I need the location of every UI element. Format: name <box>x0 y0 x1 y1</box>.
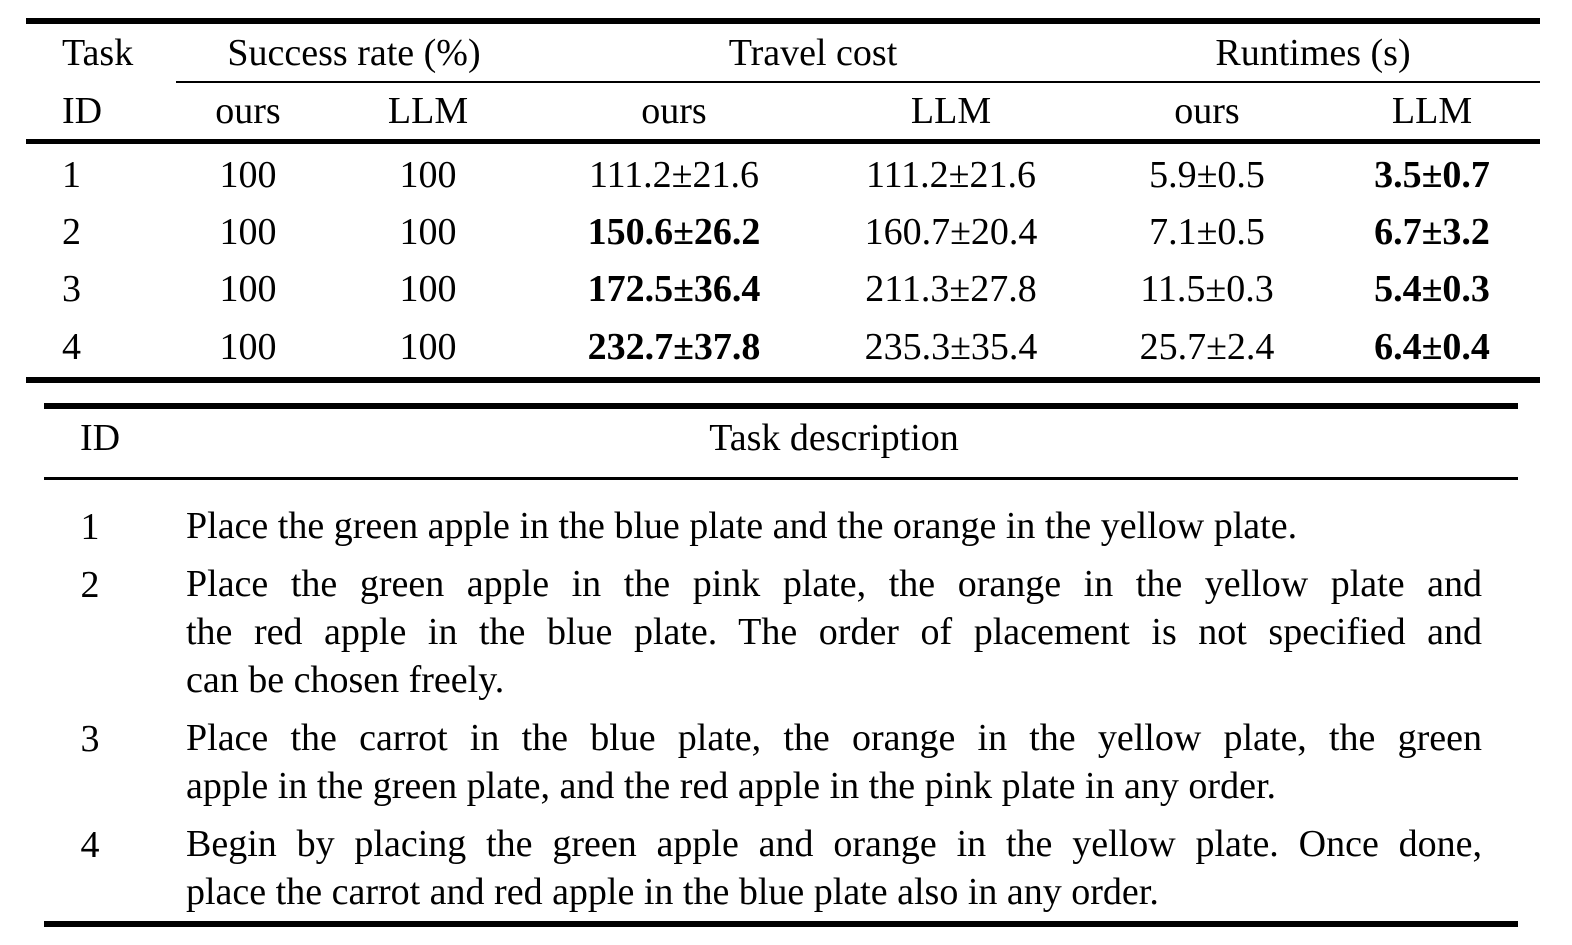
header-cmidrule <box>176 81 1540 83</box>
row4-sr-ours: 100 <box>219 326 277 368</box>
top-rule <box>26 18 1540 24</box>
row1-rt-llm: 3.5±0.7 <box>1374 154 1490 196</box>
desc-row2-id: 2 <box>80 564 100 606</box>
desc-row2-line3: can be chosen freely. <box>186 659 505 701</box>
desc-row3-line1: Place the carrot in the blue plate, the … <box>186 717 1482 759</box>
row2-sr-llm: 100 <box>399 211 457 253</box>
row2-rt-ours: 7.1±0.5 <box>1149 211 1265 253</box>
row3-tc-llm: 211.3±27.8 <box>865 268 1037 310</box>
header-travel-cost: Travel cost <box>728 32 898 74</box>
header-task: Task <box>62 32 134 74</box>
desc-row1-line1: Place the green apple in the blue plate … <box>186 505 1298 547</box>
row3-id: 3 <box>62 268 81 310</box>
row3-sr-llm: 100 <box>399 268 457 310</box>
bottom-rule <box>26 377 1540 383</box>
header-runtimes: Runtimes (s) <box>1215 32 1411 74</box>
row1-rt-ours: 5.9±0.5 <box>1149 154 1265 196</box>
row3-rt-ours: 11.5±0.3 <box>1140 268 1274 310</box>
desc-row4-line1: Begin by placing the green apple and ora… <box>186 823 1482 865</box>
row3-sr-ours: 100 <box>219 268 277 310</box>
row3-tc-ours: 172.5±36.4 <box>587 268 761 310</box>
desc-row4-text: Begin by placing the green apple and ora… <box>186 820 1482 916</box>
desc-row2-line1: Place the green apple in the pink plate,… <box>186 563 1482 605</box>
desc-row1-id: 1 <box>80 506 100 548</box>
desc-row4-line2: place the carrot and red apple in the bl… <box>186 871 1159 913</box>
subheader-rt-ours: ours <box>1174 90 1240 132</box>
row1-tc-ours: 111.2±21.6 <box>588 154 760 196</box>
desc-row2-line2: the red apple in the blue plate. The ord… <box>186 611 1482 653</box>
desc-row3-line2: apple in the green plate, and the red ap… <box>186 765 1276 807</box>
header-id: ID <box>62 90 103 132</box>
desc-row1-text: Place the green apple in the blue plate … <box>186 502 1482 550</box>
desc-bottom-rule <box>44 921 1518 927</box>
row1-sr-llm: 100 <box>399 154 457 196</box>
desc-row3-id: 3 <box>80 718 100 760</box>
desc-row3-text: Place the carrot in the blue plate, the … <box>186 714 1482 810</box>
row4-rt-llm: 6.4±0.4 <box>1374 326 1490 368</box>
row4-tc-ours: 232.7±37.8 <box>587 326 761 368</box>
header-success-rate: Success rate (%) <box>227 32 481 74</box>
subheader-sr-ours: ours <box>215 90 281 132</box>
row1-id: 1 <box>62 154 81 196</box>
row1-tc-llm: 111.2±21.6 <box>865 154 1037 196</box>
subheader-tc-ours: ours <box>641 90 707 132</box>
row2-id: 2 <box>62 211 81 253</box>
subheader-sr-llm: LLM <box>387 90 469 132</box>
row2-tc-ours: 150.6±26.2 <box>587 211 761 253</box>
row4-rt-ours: 25.7±2.4 <box>1139 326 1275 368</box>
desc-row4-id: 4 <box>80 824 100 866</box>
desc-row2-text: Place the green apple in the pink plate,… <box>186 560 1482 704</box>
header-rule <box>26 139 1540 144</box>
row4-tc-llm: 235.3±35.4 <box>864 326 1038 368</box>
desc-header-description: Task description <box>709 417 959 459</box>
desc-header-rule <box>44 477 1518 480</box>
row2-sr-ours: 100 <box>219 211 277 253</box>
row2-tc-llm: 160.7±20.4 <box>864 211 1038 253</box>
row4-id: 4 <box>62 326 81 368</box>
row1-sr-ours: 100 <box>219 154 277 196</box>
row2-rt-llm: 6.7±3.2 <box>1374 211 1490 253</box>
row3-rt-llm: 5.4±0.3 <box>1374 268 1490 310</box>
subheader-tc-llm: LLM <box>910 90 992 132</box>
desc-top-rule <box>44 403 1518 409</box>
desc-header-id: ID <box>80 417 121 459</box>
row4-sr-llm: 100 <box>399 326 457 368</box>
subheader-rt-llm: LLM <box>1391 90 1473 132</box>
